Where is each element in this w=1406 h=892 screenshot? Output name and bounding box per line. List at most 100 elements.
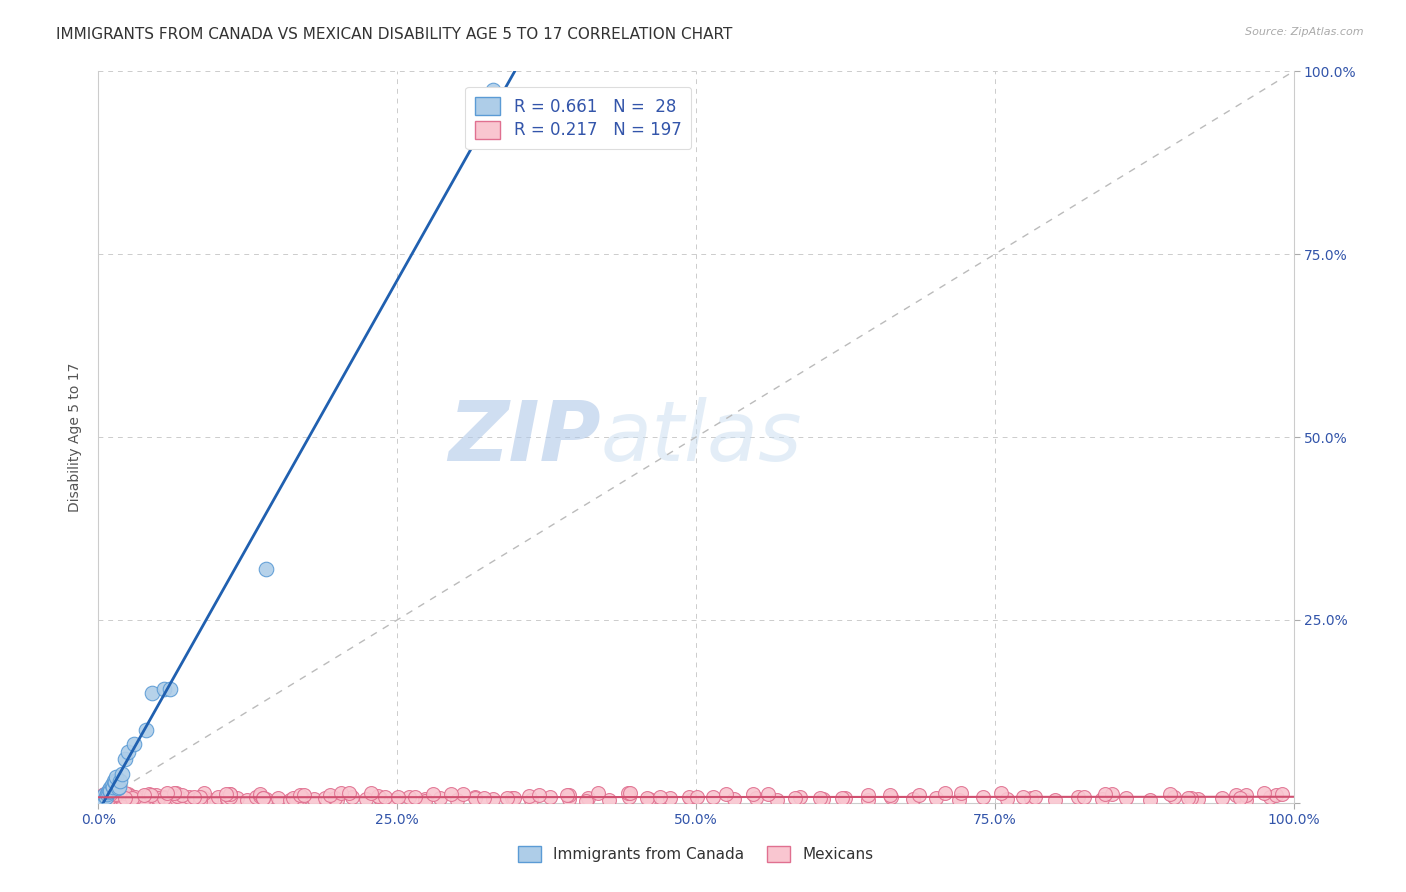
Point	[422, 787, 444, 801]
Point	[103, 773, 125, 788]
Point	[93, 792, 115, 806]
Point	[98, 790, 122, 805]
Point	[291, 789, 314, 804]
Point	[367, 789, 389, 804]
Point	[638, 792, 661, 806]
Point	[141, 686, 163, 700]
Point	[249, 787, 271, 801]
Point	[948, 793, 970, 807]
Point	[91, 794, 114, 808]
Point	[111, 766, 134, 780]
Point	[387, 789, 409, 804]
Point	[1234, 793, 1257, 807]
Point	[1211, 790, 1233, 805]
Point	[179, 789, 201, 804]
Point	[756, 787, 779, 801]
Point	[165, 790, 187, 805]
Point	[114, 752, 136, 766]
Point	[429, 790, 451, 805]
Point	[1264, 789, 1286, 803]
Point	[121, 791, 143, 805]
Point	[254, 562, 277, 576]
Point	[101, 780, 124, 794]
Point	[142, 790, 165, 805]
Point	[148, 791, 170, 805]
Point	[908, 789, 931, 803]
Point	[619, 786, 641, 800]
Point	[354, 792, 377, 806]
Text: Source: ZipAtlas.com: Source: ZipAtlas.com	[1246, 27, 1364, 37]
Point	[107, 780, 129, 794]
Point	[723, 792, 745, 806]
Point	[91, 791, 114, 805]
Point	[1012, 789, 1035, 804]
Text: IMMIGRANTS FROM CANADA VS MEXICAN DISABILITY AGE 5 TO 17 CORRELATION CHART: IMMIGRANTS FROM CANADA VS MEXICAN DISABI…	[56, 27, 733, 42]
Point	[1073, 789, 1095, 804]
Point	[166, 789, 188, 804]
Point	[278, 793, 301, 807]
Point	[215, 787, 238, 801]
Point	[413, 792, 436, 806]
Point	[107, 792, 129, 806]
Point	[91, 793, 114, 807]
Point	[1024, 789, 1046, 804]
Point	[245, 789, 267, 804]
Point	[108, 773, 131, 788]
Point	[384, 793, 406, 807]
Point	[91, 791, 114, 805]
Point	[110, 791, 132, 805]
Point	[148, 793, 170, 807]
Point	[413, 794, 436, 808]
Point	[1258, 789, 1281, 804]
Point	[104, 789, 127, 804]
Point	[1253, 786, 1275, 800]
Point	[117, 787, 139, 801]
Point	[995, 792, 1018, 806]
Point	[117, 745, 139, 759]
Point	[1094, 787, 1116, 801]
Point	[284, 794, 307, 808]
Point	[97, 789, 120, 804]
Point	[648, 789, 672, 804]
Point	[188, 789, 211, 804]
Point	[90, 789, 112, 804]
Point	[326, 793, 349, 807]
Point	[831, 791, 853, 805]
Legend: Immigrants from Canada, Mexicans: Immigrants from Canada, Mexicans	[512, 839, 880, 868]
Point	[1177, 791, 1199, 805]
Point	[96, 787, 118, 801]
Point	[880, 789, 903, 804]
Point	[159, 682, 181, 697]
Point	[132, 789, 155, 803]
Point	[404, 789, 426, 804]
Point	[517, 789, 540, 804]
Point	[105, 789, 128, 803]
Point	[578, 790, 600, 805]
Point	[90, 795, 112, 809]
Point	[360, 786, 382, 800]
Point	[97, 785, 120, 799]
Point	[1180, 791, 1202, 805]
Point	[252, 791, 274, 805]
Point	[745, 790, 768, 805]
Point	[90, 789, 112, 804]
Point	[1187, 792, 1209, 806]
Point	[188, 794, 211, 808]
Point	[481, 792, 505, 806]
Text: atlas: atlas	[600, 397, 801, 477]
Point	[789, 789, 811, 804]
Point	[153, 791, 176, 805]
Point	[172, 793, 194, 807]
Point	[145, 789, 167, 803]
Point	[290, 789, 312, 803]
Point	[330, 786, 353, 800]
Point	[94, 789, 117, 804]
Point	[105, 770, 128, 784]
Point	[636, 791, 658, 805]
Point	[1101, 787, 1123, 801]
Point	[159, 792, 181, 806]
Point	[617, 786, 640, 800]
Point	[96, 789, 118, 803]
Point	[235, 793, 257, 807]
Point	[155, 786, 177, 800]
